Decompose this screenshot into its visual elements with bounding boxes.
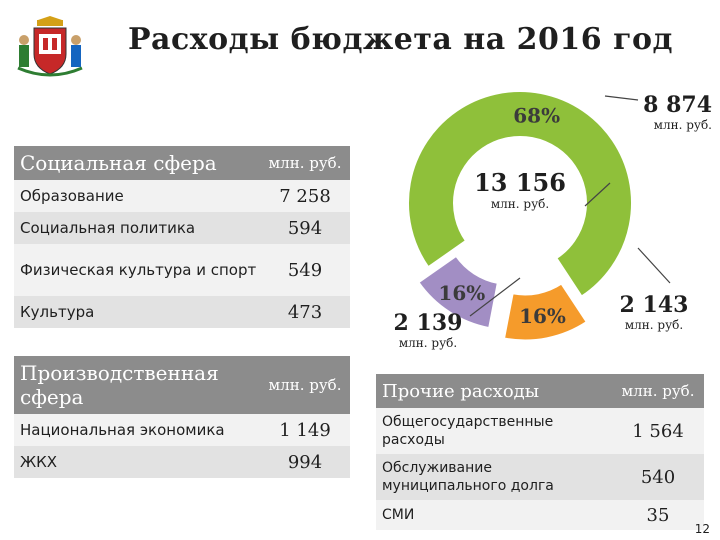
total-value: 8 874 — [643, 92, 712, 118]
row-value: 473 — [287, 301, 323, 323]
other-header-unit: млн. руб. — [621, 382, 695, 400]
slice-unit: млн. руб. — [490, 197, 550, 211]
social-header-label: Социальная сфера — [20, 151, 217, 175]
row-label: Общегосударственные расходы — [382, 414, 554, 448]
other-header-label: Прочие расходы — [382, 380, 540, 402]
slice-value: 13 156 — [474, 168, 566, 197]
other-table-header: Прочие расходы млн. руб. — [376, 374, 704, 408]
leader-line-total — [604, 95, 639, 101]
row-value: 540 — [640, 466, 676, 488]
social-table-header: Социальная сфера млн. руб. — [14, 146, 350, 180]
page-title: Расходы бюджета на 2016 год — [128, 22, 673, 57]
table-row: Культура 473 — [14, 296, 350, 328]
slice-unit: млн. руб. — [398, 336, 458, 350]
slice-percent-label: 16% — [519, 304, 566, 328]
slice-percent-label: 16% — [438, 281, 485, 305]
row-label: СМИ — [382, 507, 415, 523]
slice-percent-label: 68% — [513, 104, 560, 128]
slice-unit: млн. руб. — [624, 318, 684, 332]
table-row: Социальная политика 594 — [14, 212, 350, 244]
row-label: Обслуживание муниципального долга — [382, 460, 554, 494]
row-label: Национальная экономика — [20, 421, 225, 439]
table-row: Общегосударственные расходы 1 564 — [376, 408, 704, 454]
total-unit: млн. руб. — [653, 118, 712, 132]
leader-line-orange — [637, 247, 671, 284]
budget-donut-chart: 68% 16% 16% — [407, 90, 671, 342]
production-table-header: Производственная сфера млн. руб. — [14, 356, 350, 414]
row-value: 594 — [287, 217, 323, 239]
table-row: ЖКХ 994 — [14, 446, 350, 478]
orange-slice-label: 2 143 млн. руб. — [604, 292, 704, 332]
production-header-unit: млн. руб. — [268, 376, 342, 394]
green-slice-label: 13 156 млн. руб. — [470, 168, 570, 211]
other-table: Прочие расходы млн. руб. Общегосударстве… — [376, 374, 704, 530]
row-value: 1 564 — [632, 420, 684, 442]
page-number: 12 — [694, 522, 710, 536]
donut-slice — [407, 90, 633, 298]
table-row: Обслуживание муниципального долга 540 — [376, 454, 704, 500]
slice-value: 2 143 — [619, 292, 689, 318]
row-value: 7 258 — [279, 185, 331, 207]
donut-slice — [502, 282, 589, 342]
row-label: Физическая культура и спорт — [20, 261, 257, 279]
table-row: Физическая культура и спорт 549 — [14, 244, 350, 296]
purple-slice-label: 2 139 млн. руб. — [378, 310, 478, 350]
row-value: 994 — [287, 451, 323, 473]
row-label: Социальная политика — [20, 219, 196, 237]
row-value: 35 — [646, 504, 670, 526]
production-header-label: Производственная сфера — [20, 361, 219, 409]
total-label: 8 874 млн. руб. — [620, 92, 712, 132]
row-value: 549 — [287, 259, 323, 281]
social-header-unit: млн. руб. — [268, 154, 342, 172]
leader-line-purple — [469, 277, 521, 317]
row-label: Культура — [20, 303, 95, 321]
table-row: Образование 7 258 — [14, 180, 350, 212]
slice-value: 2 139 — [393, 310, 463, 336]
table-row: Национальная экономика 1 149 — [14, 414, 350, 446]
table-row: СМИ 35 — [376, 500, 704, 530]
row-label: Образование — [20, 187, 124, 205]
row-label: ЖКХ — [20, 453, 58, 471]
coat-of-arms-logo — [10, 10, 90, 80]
production-table: Производственная сфера млн. руб. Национа… — [14, 356, 350, 478]
social-table: Социальная сфера млн. руб. Образование 7… — [14, 146, 350, 328]
row-value: 1 149 — [279, 419, 331, 441]
leader-line-green — [584, 182, 611, 207]
